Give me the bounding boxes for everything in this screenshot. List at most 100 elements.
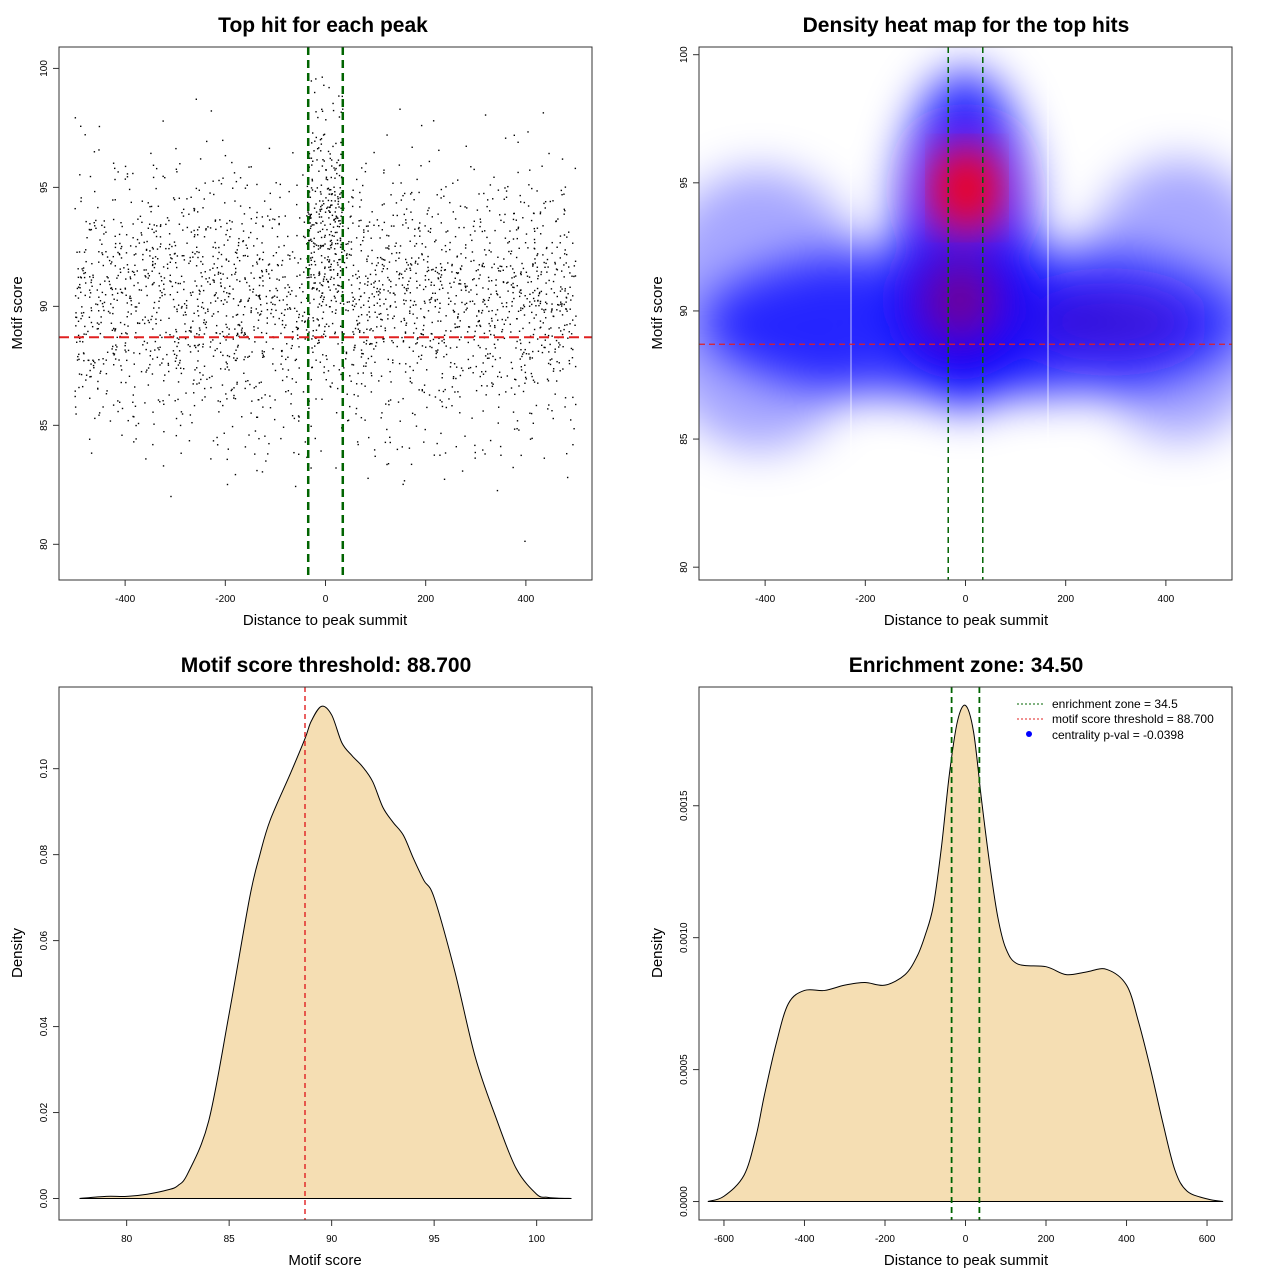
scatter-point — [193, 379, 195, 381]
scatter-point — [158, 348, 160, 351]
scatter-point — [238, 259, 241, 262]
scatter-point — [339, 197, 341, 199]
scatter-point — [563, 253, 566, 255]
scatter-point — [364, 419, 366, 421]
scatter-point — [200, 378, 202, 381]
scatter-point — [278, 222, 280, 225]
scatter-point — [482, 362, 484, 364]
scatter-point — [84, 282, 87, 284]
scatter-point — [330, 200, 333, 202]
scatter-point — [357, 443, 359, 446]
scatter-point — [265, 332, 268, 335]
scatter-point — [177, 304, 180, 306]
scatter-point — [254, 453, 256, 455]
scatter-point — [136, 238, 139, 241]
scatter-point — [84, 271, 87, 274]
scatter-point — [93, 151, 96, 153]
scatter-point — [522, 390, 525, 393]
scatter-point — [149, 250, 151, 252]
scatter-point — [367, 300, 370, 302]
scatter-point — [185, 314, 187, 316]
scatter-point — [572, 319, 574, 321]
scatter-point — [532, 263, 534, 266]
scatter-point — [278, 216, 280, 218]
scatter-point — [153, 301, 156, 304]
scatter-point — [360, 295, 362, 298]
scatter-point — [352, 189, 354, 191]
y-tick-label: 0.08 — [39, 844, 50, 864]
scatter-point — [410, 264, 413, 266]
scatter-point — [327, 280, 329, 283]
scatter-point — [214, 219, 217, 221]
scatter-point — [145, 269, 147, 271]
scatter-point — [76, 287, 79, 290]
scatter-point — [130, 313, 132, 315]
scatter-point — [110, 322, 113, 324]
scatter-point — [416, 342, 418, 344]
scatter-point — [420, 124, 423, 127]
scatter-point — [528, 305, 531, 307]
scatter-point — [339, 325, 342, 328]
scatter-point — [529, 438, 532, 440]
scatter-point — [233, 352, 236, 355]
scatter-point — [90, 363, 92, 365]
scatter-point — [560, 301, 562, 303]
scatter-point — [120, 369, 123, 371]
scatter-point — [335, 217, 337, 220]
scatter-point — [249, 289, 251, 291]
scatter-point — [250, 310, 252, 312]
scatter-point — [423, 324, 425, 327]
scatter-point — [481, 371, 483, 373]
scatter-point — [272, 218, 274, 220]
scatter-point — [272, 296, 274, 298]
scatter-point — [244, 187, 247, 189]
scatter-point — [337, 284, 339, 286]
scatter-point — [232, 338, 234, 340]
scatter-point — [329, 289, 331, 291]
scatter-point — [125, 252, 128, 254]
scatter-point — [414, 262, 417, 264]
scatter-point — [237, 324, 239, 326]
scatter-point — [363, 331, 365, 334]
scatter-point — [315, 203, 317, 205]
scatter-point — [253, 277, 255, 279]
scatter-point — [276, 296, 278, 298]
scatter-point — [438, 389, 440, 392]
scatter-point — [102, 363, 105, 365]
scatter-point — [561, 270, 563, 272]
scatter-point — [146, 240, 148, 243]
scatter-point — [309, 216, 311, 218]
scatter-point — [332, 109, 335, 112]
scatter-point — [315, 111, 317, 113]
scatter-point — [511, 300, 513, 303]
scatter-point — [269, 192, 271, 195]
scatter-point — [530, 372, 533, 375]
scatter-point — [474, 230, 476, 232]
scatter-point — [407, 284, 409, 286]
scatter-point — [488, 210, 491, 212]
scatter-point — [100, 321, 102, 324]
scatter-point — [218, 411, 220, 413]
scatter-point — [117, 400, 119, 402]
scatter-point — [393, 315, 395, 317]
scatter-point — [537, 382, 539, 384]
scatter-point — [491, 309, 493, 312]
scatter-point — [321, 292, 323, 294]
scatter-point — [185, 304, 188, 307]
scatter-point — [555, 220, 558, 222]
scatter-point — [329, 266, 332, 268]
scatter-point — [416, 362, 419, 364]
scatter-point — [456, 326, 459, 328]
scatter-point — [104, 294, 107, 296]
scatter-point — [497, 422, 499, 424]
scatter-point — [398, 277, 400, 280]
scatter-point — [555, 380, 558, 382]
scatter-point — [383, 303, 385, 305]
scatter-point — [353, 305, 356, 308]
scatter-point — [518, 291, 521, 293]
x-tick-label: -600 — [714, 1234, 734, 1245]
scatter-point — [202, 289, 205, 292]
scatter-point — [396, 214, 398, 217]
scatter-point — [461, 301, 463, 304]
scatter-point — [256, 416, 259, 418]
